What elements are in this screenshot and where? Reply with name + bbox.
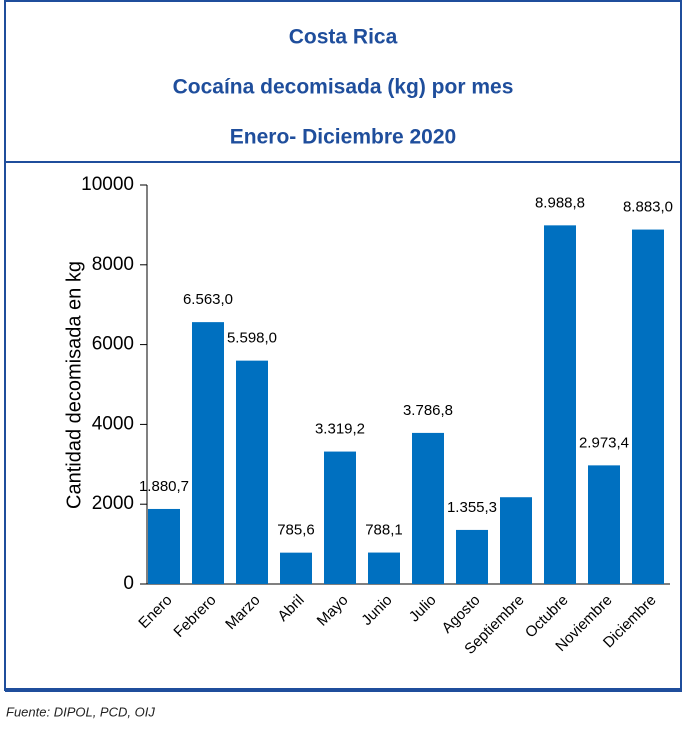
y-tick-label: 0 [123,573,134,594]
value-label: 8.883,0 [623,199,673,216]
x-tick-label: Abril [274,592,307,625]
x-tick-label: Mayo [314,592,352,630]
bar [588,465,620,584]
source: Fuente: DIPOL, PCD, OIJ [6,704,155,719]
y-tick-label: 4000 [92,413,134,434]
bar [412,432,444,584]
bar [324,451,356,584]
value-label: 1.355,3 [447,499,497,516]
bar [368,552,400,584]
x-tick-label: Marzo [222,592,263,633]
value-label: 3.319,2 [315,421,365,438]
y-tick-label: 8000 [92,254,134,275]
value-label: 5.598,0 [227,330,277,347]
bar [544,225,576,585]
bar [500,497,532,584]
bar [192,322,224,584]
y-axis-label: Cantidad decomisada en kg [63,261,85,509]
chart-subtitle: Cocaína decomisada (kg) por mes [173,76,514,99]
value-label: 3.786,8 [403,402,453,419]
value-label: 2.973,4 [579,434,629,451]
chart-title: Costa Rica [289,26,398,49]
value-label: 6.563,0 [183,291,233,308]
chart-period: Enero- Diciembre 2020 [230,126,456,149]
x-tick-label: Junio [358,592,395,629]
value-label: 788,1 [365,522,403,539]
x-tick-label: Febrero [170,592,219,641]
x-tick-label: Julio [406,592,440,626]
y-tick-label: 10000 [81,174,134,195]
value-label: 8.988,8 [535,194,585,211]
bar [280,552,312,584]
bar [148,508,180,584]
bar [632,229,664,584]
bar [456,529,488,584]
x-tick-label: Enero [135,592,175,632]
value-label: 785,6 [277,522,315,539]
y-tick-label: 2000 [92,493,134,514]
bar [236,360,268,584]
value-label: 1.880,7 [139,478,189,495]
y-tick-label: 6000 [92,334,134,355]
